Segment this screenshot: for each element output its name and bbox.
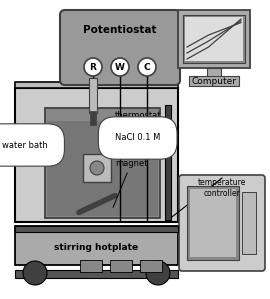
Bar [15,226,178,232]
Circle shape [23,261,47,285]
Bar [15,270,178,278]
Bar [15,82,178,88]
Bar [15,88,178,222]
Circle shape [84,58,102,76]
Text: NaCl 0.1 M: NaCl 0.1 M [115,133,160,144]
Bar [90,111,96,125]
Bar [45,108,160,218]
Text: stirring hotplate: stirring hotplate [54,243,138,252]
Bar [185,17,243,61]
Text: W: W [115,62,125,71]
Bar [183,15,245,63]
Text: magnet: magnet [113,158,147,208]
Text: Potentiostat: Potentiostat [83,25,157,35]
Circle shape [138,58,156,76]
Text: temperature
controller: temperature controller [198,178,246,198]
Bar [80,260,102,272]
Text: water bath: water bath [2,141,48,150]
Bar [165,105,171,220]
Bar [83,154,111,182]
Bar [242,192,256,254]
Bar [178,10,250,68]
Bar [187,186,239,260]
Bar [189,76,239,86]
Bar [140,260,162,272]
Text: R: R [90,62,96,71]
Circle shape [90,161,104,175]
Circle shape [111,58,129,76]
Bar [47,121,158,216]
Text: thermostat: thermostat [115,111,165,120]
Circle shape [146,261,170,285]
FancyBboxPatch shape [60,10,180,85]
Text: Computer: Computer [191,77,237,86]
Bar [190,189,236,257]
Text: C: C [144,62,150,71]
Bar [110,260,132,272]
Bar [89,78,97,113]
Bar [207,68,221,78]
FancyBboxPatch shape [179,175,265,271]
Bar [15,226,178,265]
